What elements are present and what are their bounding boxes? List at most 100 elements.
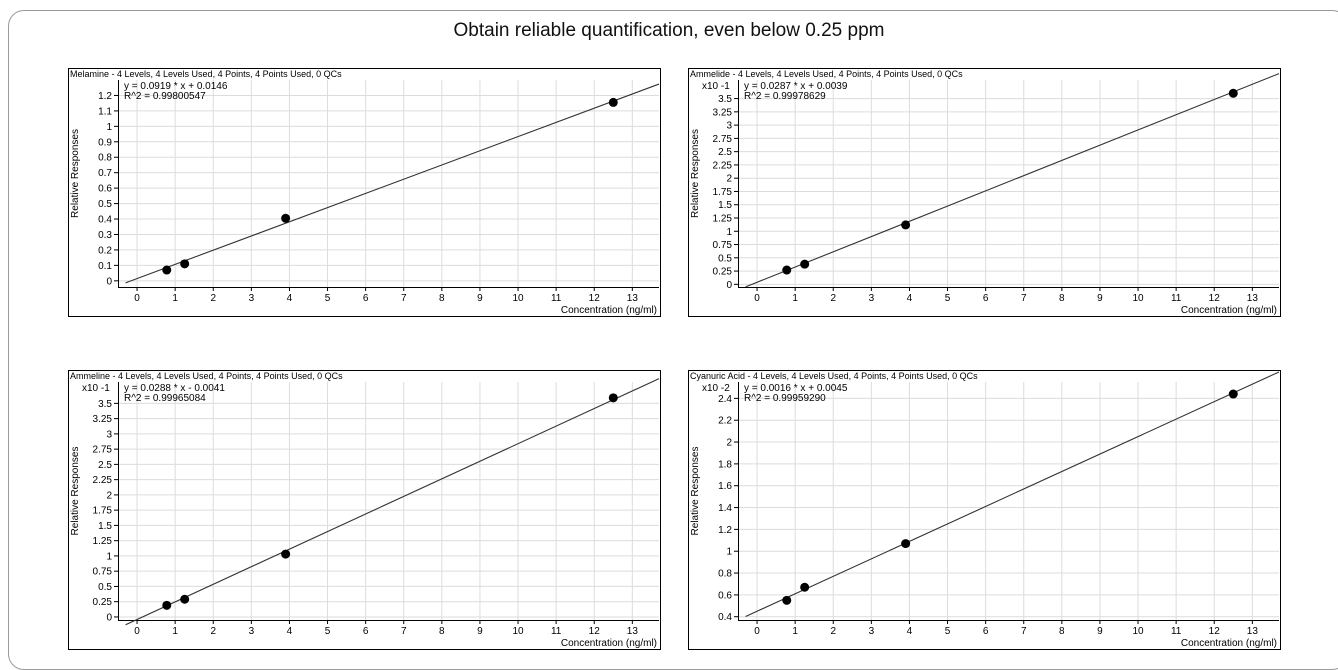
x-tick-label: 2 (210, 293, 216, 304)
data-point (281, 549, 291, 559)
y-tick-label: 3 (726, 121, 732, 132)
y-tick-label: 0.25 (93, 597, 113, 608)
x-tick-label: 6 (983, 626, 989, 637)
y-tick-label: 2 (726, 174, 732, 185)
y-tick-label: 1 (106, 551, 112, 562)
x-tick-label: 9 (477, 293, 483, 304)
x-tick-label: 11 (551, 293, 562, 304)
x-tick-label: 0 (134, 626, 140, 637)
y-tick-label: 1 (726, 227, 732, 238)
chart-title: Ammelide - 4 Levels, 4 Levels Used, 4 Po… (690, 69, 963, 79)
y-tick-label: 1.2 (718, 525, 732, 536)
x-tick-label: 5 (325, 293, 331, 304)
x-axis-label: Concentration (ng/ml) (1181, 305, 1277, 316)
x-tick-label: 2 (210, 626, 216, 637)
chart-border (68, 68, 661, 317)
y-tick-label: 0 (106, 612, 112, 623)
y-tick-label: 2.5 (718, 147, 732, 158)
y-tick-label: 1.5 (718, 200, 732, 211)
chart-cyanuric-acid: Cyanuric Acid - 4 Levels, 4 Levels Used,… (688, 370, 1281, 650)
y-tick-label: 0.9 (98, 137, 112, 148)
data-point (800, 259, 810, 269)
fit-equation: y = 0.0016 * x + 0.0045 (744, 383, 848, 394)
y-tick-label: 2 (726, 438, 732, 449)
chart-ammeline: Ammeline - 4 Levels, 4 Levels Used, 4 Po… (68, 370, 661, 650)
x-tick-label: 1 (172, 293, 178, 304)
r-squared: R^2 = 0.99800547 (124, 91, 206, 102)
x-tick-label: 5 (325, 626, 331, 637)
y-tick-label: 1.25 (93, 536, 113, 547)
chart-ammelide: Ammelide - 4 Levels, 4 Levels Used, 4 Po… (688, 68, 1281, 317)
chart-melamine: Melamine - 4 Levels, 4 Levels Used, 4 Po… (68, 68, 661, 317)
chart-title: Melamine - 4 Levels, 4 Levels Used, 4 Po… (70, 69, 342, 79)
fit-equation: y = 0.0919 * x + 0.0146 (124, 81, 228, 92)
x-tick-label: 2 (830, 293, 836, 304)
x-tick-label: 12 (1209, 293, 1221, 304)
y-tick-label: 0.4 (718, 612, 732, 623)
fit-equation: y = 0.0287 * x + 0.0039 (744, 81, 848, 92)
chart-title: Cyanuric Acid - 4 Levels, 4 Levels Used,… (690, 371, 978, 381)
data-point (281, 213, 291, 223)
y-tick-label: 3.5 (718, 94, 732, 105)
y-axis-label: Relative Responses (70, 447, 81, 536)
y-tick-label: 3.25 (93, 414, 113, 425)
chart-title: Ammeline - 4 Levels, 4 Levels Used, 4 Po… (70, 371, 343, 381)
y-tick-label: 3 (106, 429, 112, 440)
x-tick-label: 7 (401, 626, 407, 637)
y-tick-label: 0.5 (98, 582, 112, 593)
y-tick-label: 3.5 (98, 399, 112, 410)
data-point (180, 259, 190, 269)
x-tick-label: 0 (134, 293, 140, 304)
fit-line (745, 371, 1280, 618)
x-axis-label: Concentration (ng/ml) (1181, 638, 1277, 649)
r-squared: R^2 = 0.99978629 (744, 91, 826, 102)
data-point (608, 97, 618, 107)
x-tick-label: 4 (287, 293, 293, 304)
data-point (1228, 389, 1238, 399)
y-tick-label: 0.4 (98, 215, 112, 226)
x-tick-label: 5 (945, 293, 951, 304)
x-tick-label: 6 (983, 293, 989, 304)
x-tick-label: 3 (249, 293, 255, 304)
y-tick-label: 1.25 (713, 214, 733, 225)
x-tick-label: 1 (792, 626, 798, 637)
chart-svg: Ammelide - 4 Levels, 4 Levels Used, 4 Po… (688, 68, 1281, 317)
x-tick-label: 11 (1171, 626, 1182, 637)
r-squared: R^2 = 0.99965084 (124, 393, 206, 404)
x-tick-label: 3 (249, 626, 255, 637)
data-point (1228, 88, 1238, 98)
x-tick-label: 8 (1059, 626, 1065, 637)
x-tick-label: 9 (1097, 293, 1103, 304)
data-point (901, 220, 911, 230)
fit-line (125, 83, 660, 284)
y-tick-label: 0.8 (98, 153, 112, 164)
y-tick-label: 1.8 (718, 459, 732, 470)
y-axis-label: Relative Responses (690, 447, 701, 536)
y-tick-label: 1.1 (98, 106, 112, 117)
y-tick-label: 1.5 (98, 521, 112, 532)
x-tick-label: 6 (363, 293, 369, 304)
fit-line (745, 73, 1280, 288)
y-tick-label: 0 (106, 276, 112, 287)
x-tick-label: 13 (627, 626, 639, 637)
data-point (782, 595, 792, 605)
chart-svg: Melamine - 4 Levels, 4 Levels Used, 4 Po… (68, 68, 661, 317)
chart-border (688, 68, 1281, 317)
y-multiplier: x10 -1 (702, 81, 730, 92)
y-tick-label: 0.5 (718, 253, 732, 264)
x-tick-label: 10 (512, 293, 524, 304)
x-tick-label: 12 (589, 626, 601, 637)
data-point (608, 393, 618, 403)
x-tick-label: 1 (172, 626, 178, 637)
data-point (782, 265, 792, 275)
x-tick-label: 4 (287, 626, 293, 637)
y-tick-label: 0.1 (98, 261, 112, 272)
y-tick-label: 0.75 (93, 567, 113, 578)
x-tick-label: 10 (512, 626, 524, 637)
y-tick-label: 0.3 (98, 230, 112, 241)
x-tick-label: 5 (945, 626, 951, 637)
x-tick-label: 3 (869, 626, 875, 637)
fit-equation: y = 0.0288 * x - 0.0041 (124, 383, 225, 394)
y-tick-label: 1.2 (98, 91, 112, 102)
data-point (162, 265, 172, 275)
